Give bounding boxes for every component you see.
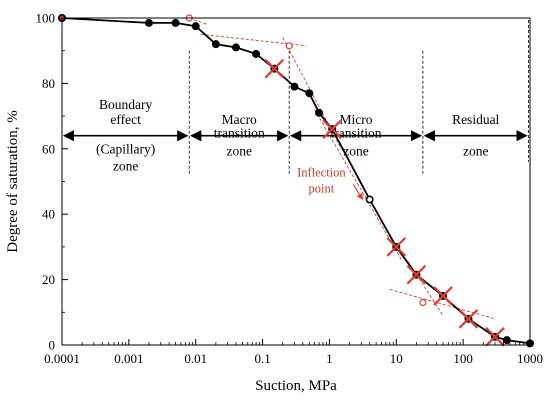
x-tick-label: 0.0001 bbox=[44, 351, 80, 366]
y-tick-label: 60 bbox=[42, 141, 55, 156]
data-point bbox=[211, 40, 220, 49]
x-tick-label: 0.001 bbox=[114, 351, 143, 366]
data-point bbox=[305, 89, 314, 98]
data-point bbox=[231, 43, 240, 52]
zone-label: zone bbox=[226, 144, 251, 159]
inflection-label: point bbox=[309, 182, 335, 196]
data-point bbox=[191, 22, 200, 31]
data-point bbox=[290, 82, 299, 91]
cross-marker bbox=[264, 58, 285, 79]
data-point bbox=[171, 18, 180, 27]
x-tick-label: 0.1 bbox=[254, 351, 270, 366]
zone-label: (Capillary) bbox=[96, 142, 155, 157]
open-marker bbox=[285, 42, 293, 50]
zone-label: zone bbox=[463, 144, 488, 159]
x-axis-ticks: 0.0001 0.001 0.01 0.1 1 10 100 1000 bbox=[44, 339, 543, 366]
plot-area-frame bbox=[61, 17, 531, 346]
zone-label: transition bbox=[214, 126, 265, 141]
data-series bbox=[58, 14, 534, 348]
zone-label: Micro bbox=[340, 112, 373, 127]
y-axis-ticks: 0 20 40 60 80 100 bbox=[36, 11, 68, 353]
x-tick-label: 1000 bbox=[517, 351, 543, 366]
cross-marker bbox=[458, 309, 479, 329]
y-tick-label: 40 bbox=[42, 207, 55, 222]
x-tick-label: 1 bbox=[326, 351, 333, 366]
y-tick-label: 0 bbox=[49, 338, 56, 353]
cross-marker bbox=[406, 264, 427, 285]
inflection-arrow bbox=[352, 184, 364, 201]
x-tick-label: 100 bbox=[453, 351, 473, 366]
construction-line bbox=[389, 288, 496, 320]
construction-line bbox=[200, 33, 307, 47]
y-tick-label: 80 bbox=[42, 76, 55, 91]
series-line bbox=[61, 17, 531, 345]
inflection-annotation: Inflection point bbox=[297, 166, 364, 201]
data-point bbox=[502, 336, 511, 345]
inflection-point-marker bbox=[366, 195, 374, 204]
special-markers bbox=[59, 14, 505, 347]
construction-line bbox=[189, 17, 208, 25]
zone-label: Residual bbox=[452, 112, 499, 127]
zone-annotations: Boundaryeffect(Capillary)zoneMacrotransi… bbox=[62, 20, 529, 175]
zone-label: zone bbox=[113, 159, 138, 174]
cross-marker bbox=[485, 327, 505, 347]
zone-label: zone bbox=[343, 144, 368, 159]
zone-label: transition bbox=[331, 126, 382, 141]
data-point bbox=[144, 18, 153, 27]
data-point bbox=[315, 108, 324, 117]
open-marker bbox=[419, 298, 427, 307]
cross-marker bbox=[322, 119, 342, 139]
y-tick-label: 20 bbox=[42, 272, 55, 287]
data-point bbox=[252, 49, 261, 58]
y-axis-title: Degree of saturation, % bbox=[5, 110, 21, 252]
inflection-label: Inflection bbox=[297, 166, 346, 180]
x-axis-title: Suction, MPa bbox=[255, 378, 337, 394]
zone-label: effect bbox=[110, 112, 141, 127]
cross-marker bbox=[386, 237, 407, 257]
y-tick-label: 100 bbox=[36, 11, 56, 26]
zone-label: Macro bbox=[222, 112, 257, 127]
construction-line bbox=[314, 109, 402, 261]
cross-marker bbox=[433, 286, 453, 306]
x-tick-label: 0.01 bbox=[184, 351, 207, 366]
zone-label: Boundary bbox=[99, 97, 152, 112]
x-tick-label: 10 bbox=[390, 351, 403, 366]
